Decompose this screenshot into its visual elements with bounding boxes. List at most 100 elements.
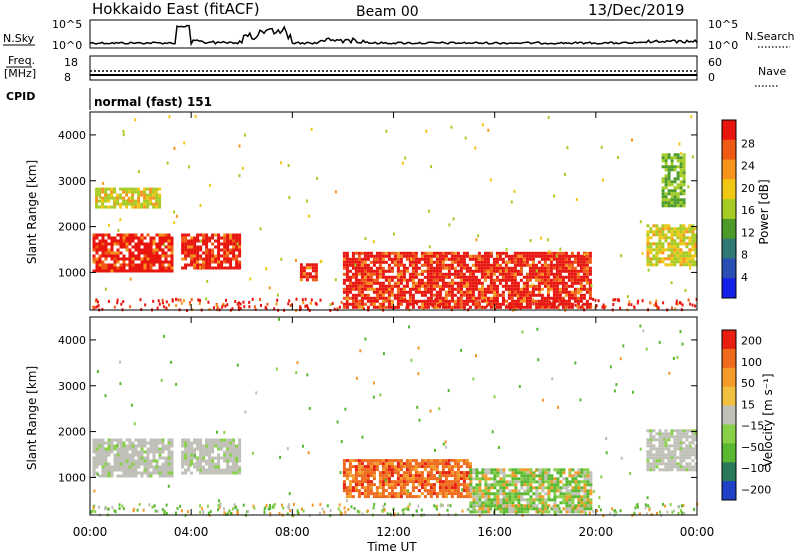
velocity-echo-cell bbox=[478, 510, 482, 514]
power-echo-cell bbox=[450, 278, 454, 282]
power-echo-cell bbox=[673, 153, 677, 157]
power-echo-cell bbox=[396, 275, 400, 279]
power-echo-cell bbox=[107, 263, 111, 267]
power-echo-cell bbox=[480, 263, 484, 267]
velocity-echo-cell bbox=[559, 492, 563, 496]
power-echo-cell bbox=[158, 263, 162, 267]
velocity-echo-cell bbox=[538, 474, 542, 478]
power-echo-cell bbox=[411, 260, 415, 264]
velocity-echo-cell bbox=[348, 465, 352, 469]
power-echo-cell bbox=[205, 257, 209, 261]
power-echo-cell bbox=[558, 275, 562, 279]
power-echo-cell bbox=[447, 266, 451, 270]
velocity-echo-cell bbox=[589, 489, 593, 493]
power-echo-cell bbox=[661, 165, 665, 169]
power-echo-cell bbox=[193, 254, 197, 258]
power-echo-cell bbox=[588, 296, 592, 300]
power-echo-cell bbox=[155, 260, 159, 264]
velocity-echo-cell bbox=[137, 438, 141, 442]
power-scatter-cell bbox=[662, 301, 665, 305]
velocity-echo-cell bbox=[514, 510, 518, 514]
power-echo-cell bbox=[387, 305, 391, 309]
power-echo-cell bbox=[181, 257, 185, 261]
velocity-echo-cell bbox=[571, 492, 575, 496]
power-echo-cell bbox=[167, 263, 171, 267]
velocity-scatter-cell bbox=[658, 340, 661, 344]
velocity-echo-cell bbox=[508, 495, 512, 499]
velocity-echo-cell bbox=[235, 471, 239, 475]
velocity-echo-cell bbox=[375, 465, 379, 469]
power-echo-cell bbox=[570, 266, 574, 270]
power-echo-cell bbox=[229, 251, 233, 255]
power-echo-cell bbox=[450, 287, 454, 291]
power-echo-cell bbox=[137, 199, 141, 203]
power-echo-cell bbox=[190, 257, 194, 261]
velocity-echo-cell bbox=[116, 447, 120, 451]
power-scatter-cell bbox=[199, 203, 202, 207]
power-echo-cell bbox=[143, 251, 147, 255]
power-echo-cell bbox=[345, 278, 349, 282]
velocity-scatter-cell bbox=[478, 514, 481, 518]
velocity-echo-cell bbox=[691, 453, 695, 457]
power-echo-cell bbox=[576, 260, 580, 264]
velocity-echo-cell bbox=[217, 447, 221, 451]
velocity-scatter-cell bbox=[592, 509, 595, 513]
power-echo-cell bbox=[585, 272, 589, 276]
velocity-echo-cell bbox=[396, 474, 400, 478]
velocity-echo-cell bbox=[417, 465, 421, 469]
velocity-scatter-cell bbox=[373, 503, 376, 506]
velocity-echo-cell bbox=[475, 471, 479, 475]
velocity-scatter-cell bbox=[589, 486, 592, 490]
power-scatter-cell bbox=[687, 298, 690, 302]
power-echo-region bbox=[299, 263, 318, 282]
velocity-echo-cell bbox=[691, 459, 695, 463]
power-echo-cell bbox=[381, 281, 385, 285]
velocity-scatter-cell bbox=[136, 508, 139, 512]
power-echo-region bbox=[181, 233, 242, 270]
power-echo-cell bbox=[670, 168, 674, 172]
velocity-echo-cell bbox=[580, 489, 584, 493]
velocity-echo-cell bbox=[438, 486, 442, 490]
velocity-echo-cell bbox=[456, 474, 460, 478]
velocity-echo-cell bbox=[450, 489, 454, 493]
velocity-echo-region bbox=[181, 438, 242, 475]
power-echo-cell bbox=[682, 230, 686, 234]
power-echo-cell bbox=[387, 278, 391, 282]
velocity-scatter-cell bbox=[679, 330, 682, 334]
power-scatter-cell bbox=[216, 305, 219, 309]
power-echo-cell bbox=[507, 260, 511, 264]
velocity-echo-cell bbox=[125, 444, 129, 448]
power-echo-cell bbox=[104, 187, 108, 191]
velocity-scatter-cell bbox=[242, 503, 245, 507]
velocity-echo-cell bbox=[104, 462, 108, 466]
power-colorbar-tick: 8 bbox=[741, 249, 748, 262]
power-echo-cell bbox=[676, 156, 680, 160]
velocity-echo-cell bbox=[652, 453, 656, 457]
velocity-echo-cell bbox=[541, 477, 545, 481]
velocity-echo-cell bbox=[538, 501, 542, 505]
velocity-echo-cell bbox=[405, 465, 409, 469]
power-echo-cell bbox=[384, 251, 388, 255]
power-echo-cell bbox=[570, 254, 574, 258]
power-echo-cell bbox=[128, 260, 132, 264]
velocity-echo-cell bbox=[493, 498, 497, 502]
velocity-echo-cell bbox=[490, 492, 494, 496]
power-echo-cell bbox=[510, 254, 514, 258]
power-echo-cell bbox=[456, 287, 460, 291]
power-echo-cell bbox=[110, 196, 114, 200]
velocity-scatter-cell bbox=[418, 418, 421, 422]
power-echo-cell bbox=[658, 230, 662, 234]
velocity-echo-cell bbox=[167, 444, 171, 448]
velocity-echo-cell bbox=[559, 480, 563, 484]
velocity-echo-cell bbox=[232, 450, 236, 454]
velocity-echo-cell bbox=[517, 510, 521, 514]
power-echo-cell bbox=[208, 257, 212, 261]
power-echo-cell bbox=[543, 269, 547, 273]
power-echo-cell bbox=[375, 278, 379, 282]
power-echo-cell bbox=[390, 260, 394, 264]
power-echo-cell bbox=[453, 302, 457, 306]
power-echo-cell bbox=[101, 239, 105, 243]
power-echo-cell bbox=[667, 198, 671, 202]
power-scatter-cell bbox=[510, 200, 513, 204]
power-echo-cell bbox=[588, 272, 592, 276]
